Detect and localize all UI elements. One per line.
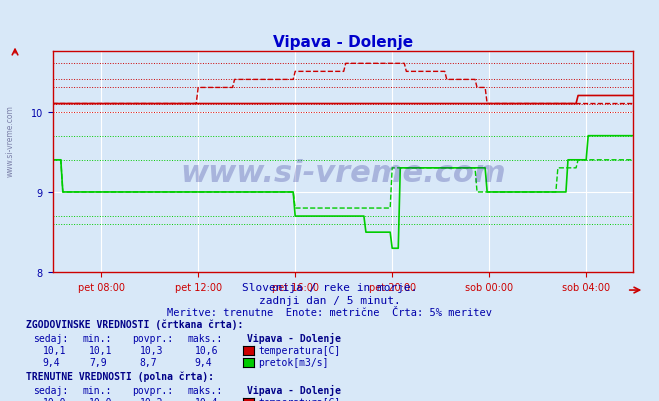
Text: sedaj:: sedaj: xyxy=(33,333,68,343)
Text: Meritve: trenutne  Enote: metrične  Črta: 5% meritev: Meritve: trenutne Enote: metrične Črta: … xyxy=(167,307,492,317)
Text: sedaj:: sedaj: xyxy=(33,385,68,395)
Text: Slovenija / reke in morje.: Slovenija / reke in morje. xyxy=(242,283,417,293)
Text: temperatura[C]: temperatura[C] xyxy=(258,397,341,401)
Text: Vipava - Dolenje: Vipava - Dolenje xyxy=(247,384,341,395)
Text: TRENUTNE VREDNOSTI (polna črta):: TRENUTNE VREDNOSTI (polna črta): xyxy=(26,371,214,381)
Text: Vipava - Dolenje: Vipava - Dolenje xyxy=(247,332,341,343)
Text: www.si-vreme.com: www.si-vreme.com xyxy=(5,105,14,176)
Text: min.:: min.: xyxy=(82,333,112,343)
Text: ZGODOVINSKE VREDNOSTI (črtkana črta):: ZGODOVINSKE VREDNOSTI (črtkana črta): xyxy=(26,318,244,329)
Text: temperatura[C]: temperatura[C] xyxy=(258,345,341,355)
Text: maks.:: maks.: xyxy=(188,333,223,343)
Text: maks.:: maks.: xyxy=(188,385,223,395)
Text: 10,1: 10,1 xyxy=(89,345,113,355)
Text: 10,2: 10,2 xyxy=(140,397,163,401)
Text: zadnji dan / 5 minut.: zadnji dan / 5 minut. xyxy=(258,295,401,305)
Text: 10,1: 10,1 xyxy=(43,345,67,355)
Text: 10,6: 10,6 xyxy=(194,345,218,355)
Text: povpr.:: povpr.: xyxy=(132,385,173,395)
Text: 10,0: 10,0 xyxy=(43,397,67,401)
Text: 9,4: 9,4 xyxy=(194,357,212,367)
Text: min.:: min.: xyxy=(82,385,112,395)
Text: 8,7: 8,7 xyxy=(140,357,158,367)
Text: 7,9: 7,9 xyxy=(89,357,107,367)
Text: pretok[m3/s]: pretok[m3/s] xyxy=(258,357,329,367)
Text: 10,4: 10,4 xyxy=(194,397,218,401)
Text: 10,0: 10,0 xyxy=(89,397,113,401)
Text: 10,3: 10,3 xyxy=(140,345,163,355)
Text: 9,4: 9,4 xyxy=(43,357,61,367)
Text: povpr.:: povpr.: xyxy=(132,333,173,343)
Title: Vipava - Dolenje: Vipava - Dolenje xyxy=(273,34,413,50)
Text: www.si-vreme.com: www.si-vreme.com xyxy=(180,159,505,188)
